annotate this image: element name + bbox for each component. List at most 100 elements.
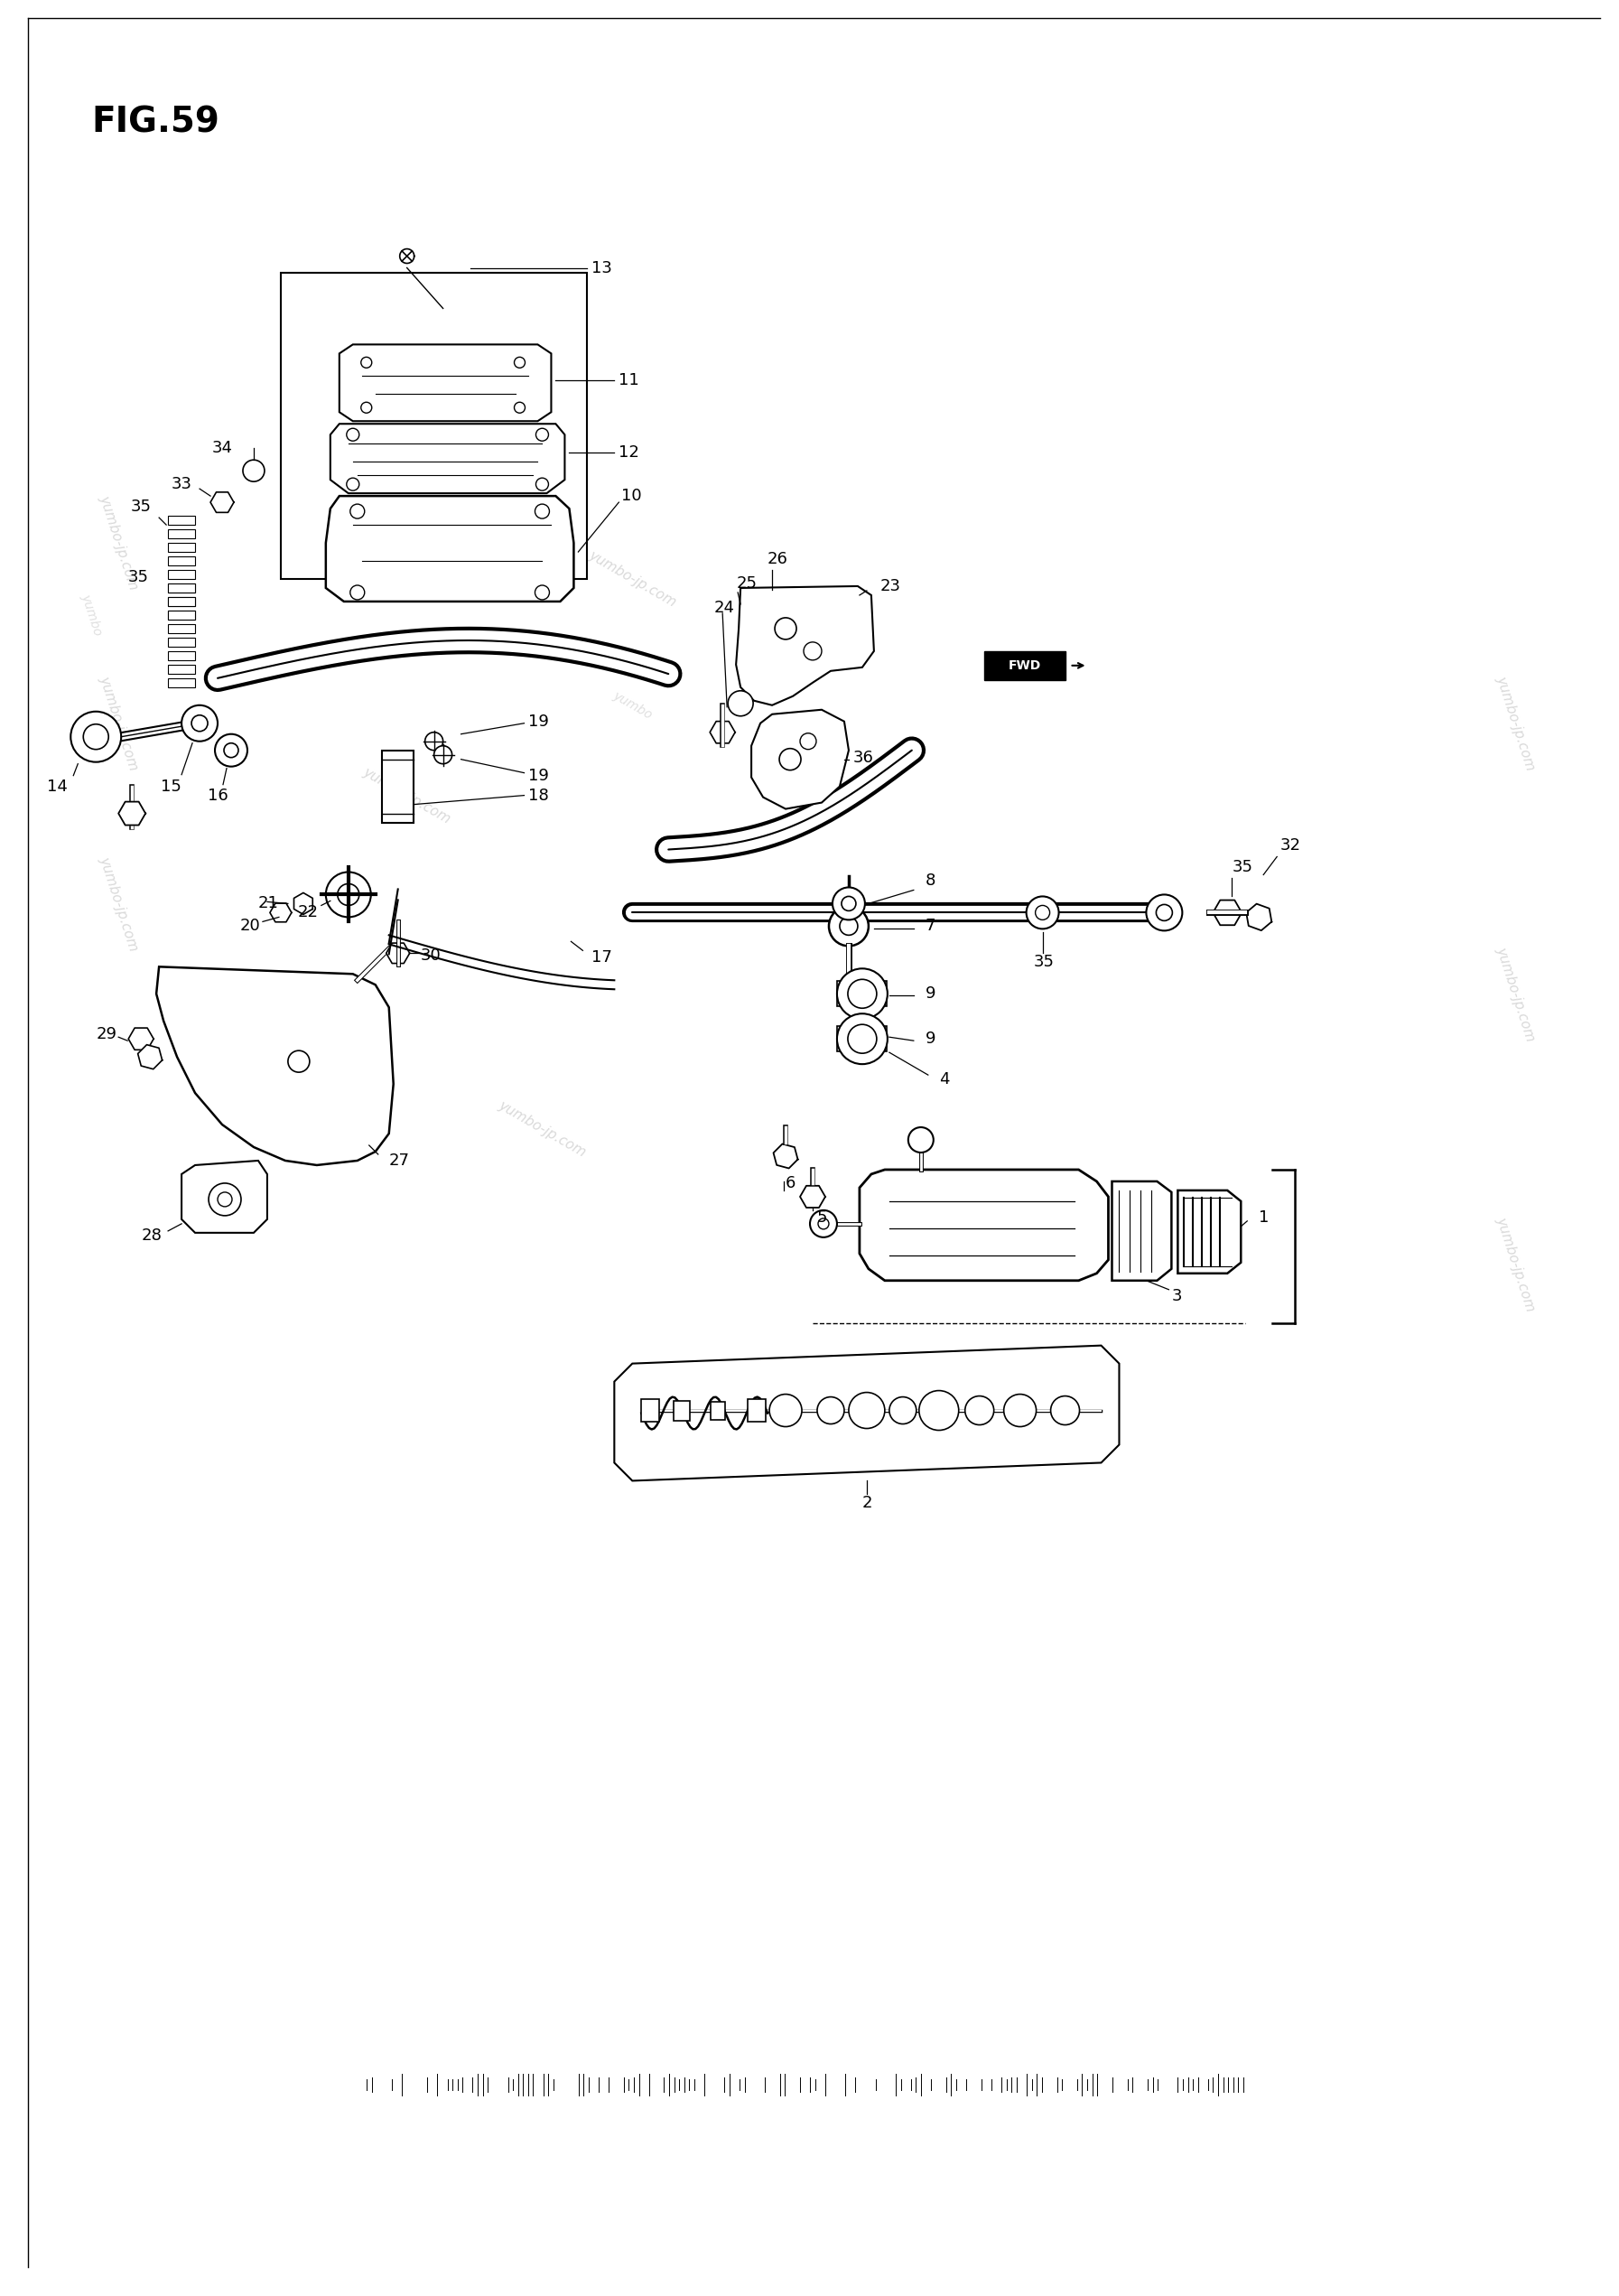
Text: yumbo-jp.com: yumbo-jp.com [361,765,453,827]
Bar [168,597,194,606]
Circle shape [889,1396,916,1424]
Bar [168,664,194,673]
Circle shape [215,735,248,767]
Circle shape [842,895,856,912]
Bar [168,530,194,537]
Bar [674,1401,690,1421]
Text: 7: 7 [926,918,936,934]
Text: 15: 15 [160,778,181,794]
Text: 8: 8 [926,872,936,889]
Polygon shape [751,709,848,808]
Bar [984,652,1065,680]
Circle shape [810,1210,837,1238]
Circle shape [848,1391,884,1428]
Text: 14: 14 [47,778,68,794]
Circle shape [424,732,444,751]
Circle shape [181,705,217,742]
Circle shape [837,1013,887,1063]
Text: 19: 19 [529,767,549,783]
Text: 36: 36 [853,748,874,765]
Text: 21: 21 [257,895,278,912]
Circle shape [536,478,549,491]
Text: 4: 4 [939,1072,949,1088]
Circle shape [361,358,372,367]
Text: yumbo-jp.com: yumbo-jp.com [97,854,141,953]
Text: yumbo-jp.com: yumbo-jp.com [1494,944,1538,1042]
Circle shape [209,1182,241,1215]
Polygon shape [737,585,874,705]
Text: yumbo-jp.com: yumbo-jp.com [97,675,141,771]
Circle shape [71,712,121,762]
Text: 19: 19 [529,714,549,730]
Circle shape [534,505,549,519]
Text: 23: 23 [881,579,902,595]
Polygon shape [1213,900,1242,925]
Bar [168,677,194,687]
Text: 1: 1 [1260,1210,1269,1226]
Text: 29: 29 [96,1026,117,1042]
Bar [168,638,194,647]
Circle shape [346,429,359,441]
Circle shape [1156,905,1172,921]
Polygon shape [270,902,291,923]
Circle shape [837,969,887,1019]
Bar [168,625,194,634]
Text: 28: 28 [141,1228,162,1244]
Circle shape [818,1219,829,1228]
Bar [748,1398,766,1421]
Polygon shape [295,893,312,914]
Bar [837,1026,887,1052]
Text: 5: 5 [818,1210,827,1226]
Circle shape [779,748,801,769]
Circle shape [829,907,868,946]
Text: 2: 2 [861,1495,873,1511]
Text: 35: 35 [1232,859,1253,875]
Circle shape [769,1394,801,1426]
Text: 27: 27 [389,1153,410,1169]
Circle shape [217,1192,232,1208]
Text: 26: 26 [767,551,788,567]
Bar [168,611,194,620]
Circle shape [800,732,816,748]
Text: 13: 13 [593,259,612,276]
Polygon shape [118,801,146,824]
Text: 10: 10 [622,487,643,505]
Polygon shape [1177,1189,1240,1274]
Polygon shape [210,491,233,512]
Bar [168,569,194,579]
Text: 20: 20 [240,918,261,934]
Bar [711,1401,725,1419]
Circle shape [818,1396,843,1424]
Text: 24: 24 [714,599,735,615]
Text: 6: 6 [785,1176,797,1192]
Text: 25: 25 [737,576,756,592]
Circle shape [325,872,371,916]
Text: 30: 30 [421,948,440,964]
Bar [382,751,414,822]
Bar [280,273,588,579]
Text: yumbo-jp.com: yumbo-jp.com [1494,1215,1538,1313]
Circle shape [534,585,549,599]
Polygon shape [181,1159,267,1233]
Circle shape [1035,905,1049,921]
Text: 9: 9 [926,1031,936,1047]
Circle shape [848,980,876,1008]
Circle shape [243,459,264,482]
Text: yumbo: yumbo [610,689,654,721]
Bar [168,583,194,592]
Circle shape [840,916,858,934]
Polygon shape [1112,1182,1172,1281]
Text: yumbo-jp.com: yumbo-jp.com [586,549,678,608]
Circle shape [1026,895,1059,930]
Circle shape [337,884,359,905]
Polygon shape [860,1169,1109,1281]
Circle shape [920,1391,958,1430]
Text: 16: 16 [207,788,228,804]
Text: 9: 9 [926,985,936,1001]
Circle shape [434,746,452,765]
Text: 11: 11 [618,372,640,388]
Bar [168,583,194,592]
Circle shape [848,1024,876,1054]
Text: 3: 3 [1172,1288,1182,1304]
Polygon shape [138,1045,162,1070]
